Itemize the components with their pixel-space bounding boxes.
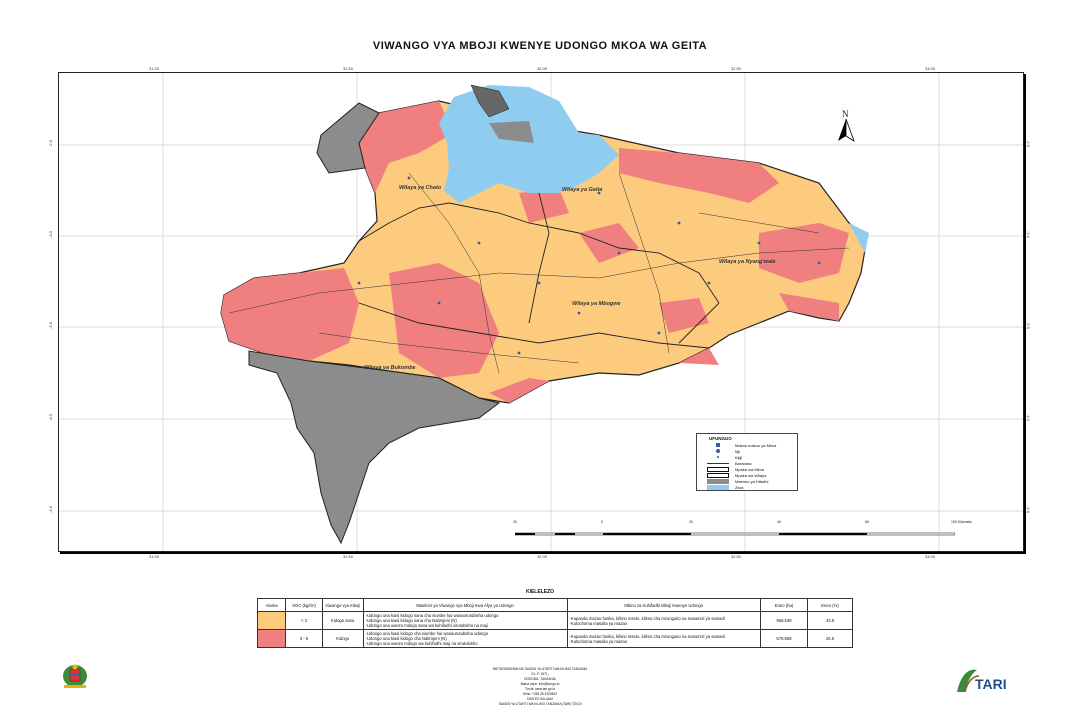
legend-item: Mpaka wa Wilaya	[707, 472, 766, 478]
tick-left-5: -4.5	[47, 506, 53, 513]
district-label-bukombe: Wilaya ya Bukombe	[364, 365, 416, 371]
table-cell: -Udongo una kiasi kidogo sana cha viumbe…	[362, 611, 568, 630]
coat-of-arms-logo	[63, 664, 87, 688]
legend-item: Makao makuu ya Mkoa	[707, 442, 776, 448]
lake-victoria	[439, 85, 619, 203]
box-icon	[707, 472, 729, 478]
svg-text:TARI: TARI	[975, 676, 1007, 692]
reserve-north	[316, 102, 380, 174]
tick-right-4: -4.0	[1025, 414, 1031, 421]
grey-fill-icon	[707, 478, 729, 484]
patch-low-soc-west	[221, 268, 359, 361]
legend-table: Alama SOC (kg/m²) Viwango vya mboji Mael…	[256, 598, 853, 648]
table-cell: 26.5	[807, 629, 853, 648]
scale-label: 40	[777, 520, 781, 524]
table-cell: 3 - 6	[285, 629, 323, 648]
table-row: 3 - 6 Kidogo -Udongo una kiasi kidogo ch…	[256, 629, 853, 648]
tick-top-4: 32.50	[731, 66, 742, 71]
legend-item: Barabara	[707, 460, 751, 466]
tick-right-5: -4.5	[1025, 506, 1031, 513]
district-label-nyangwale: Wilaya ya Nyang'wale	[719, 259, 776, 265]
table-header: Viwango vya mboji	[321, 598, 364, 612]
table-cell: Kidogo sana	[321, 611, 364, 630]
table-cell: 43.9	[807, 611, 853, 630]
tari-leaf-icon: TARI	[957, 669, 1007, 693]
line-icon	[707, 462, 729, 464]
table-header: Maelezo ya Viwango vya Mboji Kwa Afya ya…	[362, 598, 568, 612]
tick-top-5: 33.00	[925, 66, 936, 71]
tick-left-3: -3.5	[47, 322, 53, 329]
tick-bottom-1: 31.00	[149, 554, 160, 559]
legend-item: Ziwa	[707, 484, 743, 490]
tick-left-2: -3.0	[47, 231, 53, 238]
tick-bottom-2: 31.50	[343, 554, 354, 559]
color-swatch	[256, 611, 287, 630]
tick-top-2: 31.50	[343, 66, 354, 71]
scale-bar-graphic	[514, 532, 956, 536]
map-frame: Wilaya ya Chato Wilaya ya Geita Wilaya y…	[48, 66, 1031, 559]
legend-item: Maeneo ya Hifadhi	[707, 478, 768, 484]
scale-label: 0	[601, 520, 603, 524]
scale-label: 20	[513, 520, 517, 524]
tick-top-1: 31.00	[149, 66, 160, 71]
tick-left-1: -2.5	[47, 140, 53, 147]
thick-box-icon	[707, 466, 729, 472]
table-cell: -Udongo una kiasi kidogo cha viumbe hai …	[362, 629, 568, 648]
table-cell: -Kupanda mazao funika, kilimo mseto, kil…	[566, 629, 761, 648]
tick-right-1: -2.5	[1025, 140, 1031, 147]
table-header: Mbinu za Kuhifadhi Mboji Kwenye Udongo	[566, 598, 761, 612]
table-header: SOC (kg/m²)	[285, 598, 323, 612]
table-header: Alama	[256, 598, 287, 612]
legend-item: Mpaka wa Mkoa	[707, 466, 764, 472]
table-cell: 578,856	[759, 629, 809, 648]
legend-item: Mji	[707, 448, 740, 454]
table-row: < 3 Kidogo sana -Udongo una kiasi kidogo…	[256, 611, 853, 630]
legend-header: UFUNGUO	[709, 436, 732, 441]
legend-item: Kijiji	[707, 454, 742, 460]
table-cell: 958,538	[759, 611, 809, 630]
table-cell: -Kupanda mazao funika, kilimo mseto, kil…	[566, 611, 761, 630]
tick-top-3: 32.00	[537, 66, 548, 71]
tick-right-2: -3.0	[1025, 231, 1031, 238]
table-header: Eneo (ha)	[759, 598, 809, 612]
north-label: N	[842, 109, 849, 119]
tick-bottom-3: 32.00	[537, 554, 548, 559]
map-title: VIWANGO VYA MBOJI KWENYE UDONGO MKOA WA …	[372, 40, 708, 52]
small-dot-icon	[707, 455, 729, 460]
reserve-bukombe	[248, 350, 501, 545]
square-icon	[707, 443, 729, 448]
footer: IMETAYARISHWA NA TAASISI YA UTAFITI WA K…	[492, 667, 588, 706]
map-legend: UFUNGUO Makao makuu ya Mkoa Mji Kijiji B…	[696, 433, 798, 491]
dot-icon	[707, 449, 729, 454]
table-header: Eneo (%)	[807, 598, 853, 612]
color-swatch	[256, 629, 287, 648]
scale-label: 100 Kilometa	[951, 520, 972, 524]
district-label-geita: Wilaya ya Geita	[562, 187, 602, 193]
scale-label: 60	[865, 520, 869, 524]
table-header-row: Alama SOC (kg/m²) Viwango vya mboji Mael…	[256, 598, 853, 612]
table-cell: < 3	[285, 611, 323, 630]
district-label-mbogwe: Wilaya ya Mbogwe	[572, 301, 621, 307]
patch-low-soc-north	[359, 101, 454, 193]
table-cell: Kidogo	[321, 629, 364, 648]
tick-left-4: -4.0	[47, 414, 53, 421]
map-canvas: Wilaya ya Chato Wilaya ya Geita Wilaya y…	[59, 73, 1023, 551]
scale-bar: 20 0 20 40 60 100 Kilometa	[513, 520, 971, 542]
scale-label: 20	[689, 520, 693, 524]
blue-fill-icon	[707, 484, 729, 490]
north-arrow-icon	[838, 119, 855, 142]
tick-bottom-4: 32.50	[731, 554, 742, 559]
district-label-chato: Wilaya ya Chato	[399, 185, 442, 191]
tick-right-3: -3.5	[1025, 322, 1031, 329]
tari-logo: TARI	[955, 664, 1015, 699]
tick-bottom-5: 33.00	[925, 554, 936, 559]
table-title: KIELELEZO	[525, 589, 555, 595]
